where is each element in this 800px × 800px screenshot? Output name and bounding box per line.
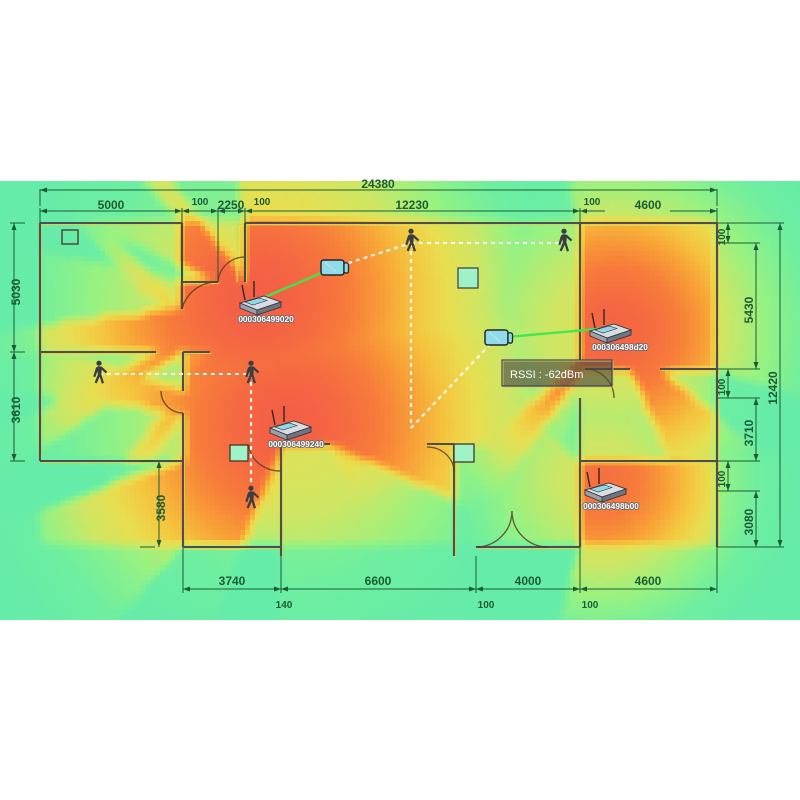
svg-text:100: 100 xyxy=(582,600,599,611)
svg-text:140: 140 xyxy=(276,600,293,611)
svg-text:12420: 12420 xyxy=(766,371,780,405)
svg-text:4000: 4000 xyxy=(515,574,542,588)
svg-text:000306498d20: 000306498d20 xyxy=(592,342,648,352)
svg-text:100: 100 xyxy=(192,197,209,208)
svg-text:000306499020: 000306499020 xyxy=(238,314,294,324)
svg-text:4600: 4600 xyxy=(635,198,662,212)
svg-text:100: 100 xyxy=(584,197,601,208)
svg-text:000306498b00: 000306498b00 xyxy=(583,501,639,511)
svg-text:100: 100 xyxy=(717,378,728,395)
svg-text:4600: 4600 xyxy=(635,574,662,588)
svg-text:6600: 6600 xyxy=(365,574,392,588)
svg-text:12230: 12230 xyxy=(395,198,429,212)
svg-text:100: 100 xyxy=(717,228,728,245)
svg-text:3580: 3580 xyxy=(154,494,168,521)
svg-text:100: 100 xyxy=(254,197,271,208)
svg-text:3610: 3610 xyxy=(9,396,23,423)
svg-text:3740: 3740 xyxy=(219,574,246,588)
svg-text:5430: 5430 xyxy=(742,296,756,323)
svg-text:3710: 3710 xyxy=(742,419,756,446)
svg-text:RSSI : -62dBm: RSSI : -62dBm xyxy=(510,369,583,381)
svg-text:100: 100 xyxy=(717,470,728,487)
svg-text:5030: 5030 xyxy=(9,278,23,305)
svg-text:5000: 5000 xyxy=(98,198,125,212)
svg-text:24380: 24380 xyxy=(361,177,395,191)
svg-text:3080: 3080 xyxy=(742,508,756,535)
svg-text:100: 100 xyxy=(478,600,495,611)
svg-text:2250: 2250 xyxy=(218,198,245,212)
svg-text:000306499240: 000306499240 xyxy=(268,439,324,449)
